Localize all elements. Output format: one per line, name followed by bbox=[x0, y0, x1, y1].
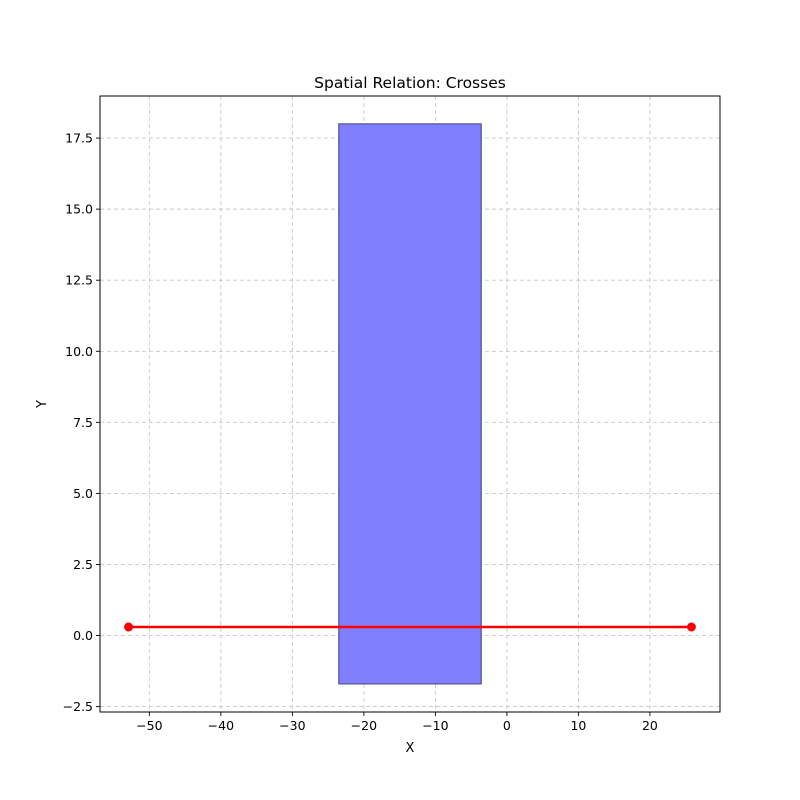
x-axis-label: X bbox=[406, 741, 415, 756]
y-tick-label: 15.0 bbox=[65, 202, 93, 217]
y-tick-label: 5.0 bbox=[73, 486, 93, 501]
y-tick-label: 17.5 bbox=[65, 131, 93, 146]
x-tick-label: −50 bbox=[136, 718, 162, 733]
plot-frame bbox=[99, 95, 721, 713]
series-layer bbox=[124, 622, 696, 632]
y-ticks: −2.5 0.0 2.5 5.0 7.5 10.0 12.5 15.0 17.5 bbox=[63, 131, 100, 714]
x-tick-label: −20 bbox=[351, 718, 377, 733]
y-tick-label: 12.5 bbox=[65, 273, 93, 288]
y-tick-label: 10.0 bbox=[65, 344, 93, 359]
y-tick-label: 0.0 bbox=[73, 628, 93, 643]
series-point bbox=[686, 622, 696, 632]
chart-title: Spatial Relation: Crosses bbox=[314, 74, 506, 92]
polygon-layer bbox=[338, 123, 482, 685]
y-tick-label: −2.5 bbox=[63, 699, 93, 714]
x-tick-label: 0 bbox=[503, 718, 511, 733]
y-tick-label: 7.5 bbox=[73, 415, 93, 430]
polygon-shape bbox=[338, 123, 482, 685]
y-tick-label: 2.5 bbox=[73, 557, 93, 572]
series-point bbox=[124, 622, 134, 632]
x-tick-label: 10 bbox=[570, 718, 586, 733]
x-ticks: −50 −40 −30 −20 −10 0 10 20 bbox=[136, 712, 658, 733]
x-tick-label: −10 bbox=[422, 718, 448, 733]
x-tick-label: −40 bbox=[208, 718, 234, 733]
x-tick-label: −30 bbox=[279, 718, 305, 733]
y-axis-label: Y bbox=[35, 400, 50, 409]
x-tick-label: 20 bbox=[642, 718, 658, 733]
